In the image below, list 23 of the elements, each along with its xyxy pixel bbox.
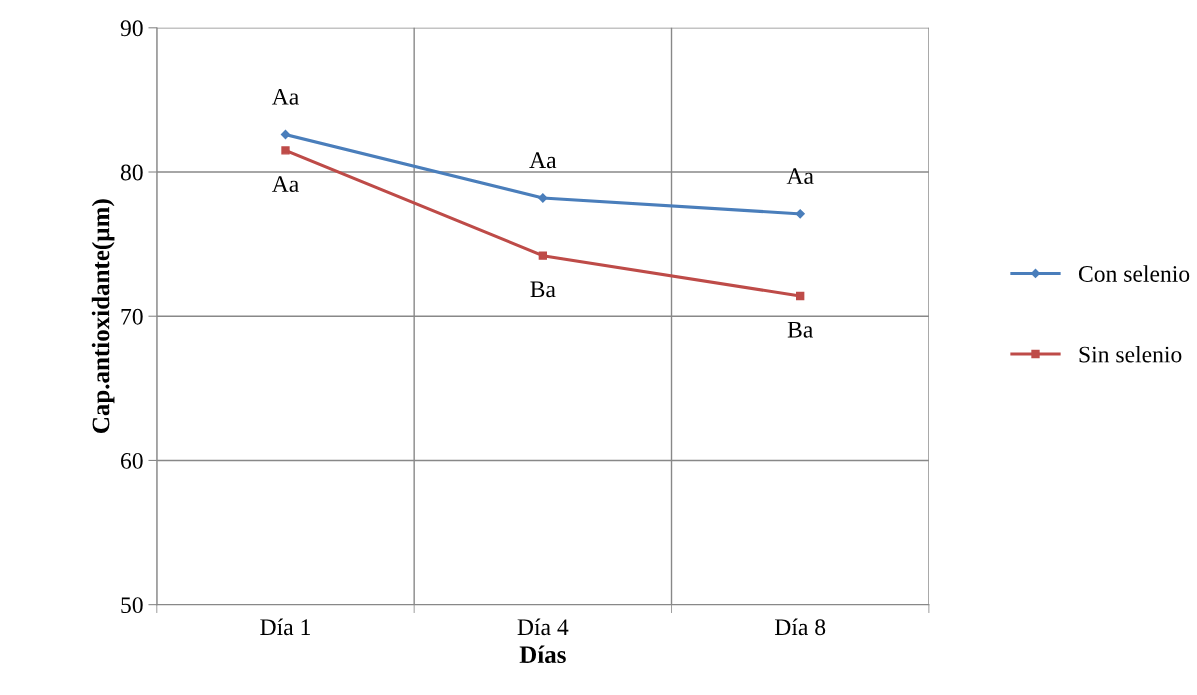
- y-tick-label: 60: [121, 452, 143, 469]
- y-tick-label: 90: [120, 20, 143, 37]
- annotation: Ba: [530, 281, 556, 298]
- y-tick-label: 50: [121, 597, 143, 614]
- annotation: Ba: [787, 321, 813, 338]
- x-tick-label: Día 8: [774, 618, 826, 636]
- x-tick-label: Día 1: [260, 618, 310, 636]
- point: [538, 193, 548, 203]
- y-tick-label: 70: [121, 308, 143, 325]
- point: [795, 209, 805, 219]
- y-axis-title: Cap.antioxidante(µm): [91, 199, 115, 433]
- point: [538, 251, 548, 260]
- point: [281, 146, 290, 155]
- x-axis-title: Días: [519, 645, 566, 664]
- legend-label: Con selenio: [1078, 265, 1190, 282]
- x-tick-label: Día 4: [517, 618, 569, 636]
- point: [796, 291, 805, 301]
- annotation: Aa: [271, 176, 299, 192]
- annotation: Aa: [786, 168, 814, 185]
- annotation: Aa: [271, 88, 299, 105]
- annotation: Aa: [529, 152, 557, 169]
- y-tick-label: 80: [120, 164, 143, 181]
- legend-label: Sin selenio: [1079, 345, 1182, 363]
